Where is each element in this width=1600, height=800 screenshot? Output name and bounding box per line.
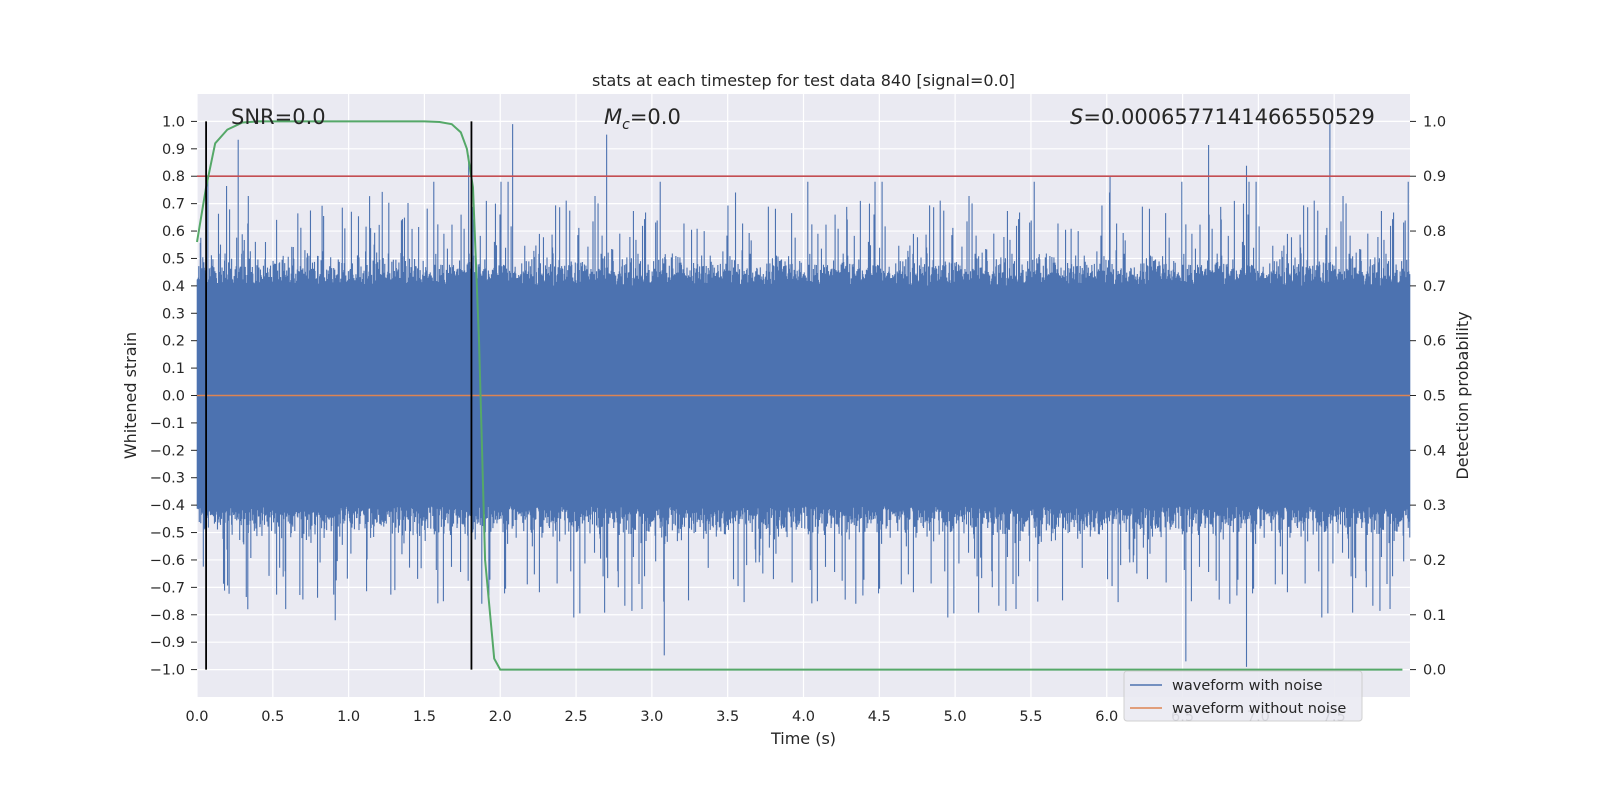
y-tick-label: −0.6: [150, 553, 185, 569]
x-tick-label: 6.0: [1095, 709, 1118, 725]
y2-tick-label: 0.1: [1423, 608, 1446, 624]
y2-tick-label: 0.2: [1423, 553, 1446, 569]
y-tick-label: −0.8: [150, 608, 185, 624]
noisy-waveform-core: [197, 321, 1410, 465]
s-symbol: S: [1070, 105, 1083, 129]
y-tick-label: −0.7: [150, 580, 185, 596]
x-tick-label: 0.0: [185, 709, 208, 725]
y-tick-label: −0.3: [150, 471, 185, 487]
y-tick-label: 0.1: [162, 361, 185, 377]
y-tick-label: 0.9: [162, 142, 185, 158]
y2-tick-label: 0.8: [1423, 224, 1446, 240]
y-axis-label: Whitened strain: [121, 332, 140, 459]
y2-tick-label: 1.0: [1423, 114, 1446, 130]
y-tick-label: −1.0: [150, 663, 185, 679]
snr-annotation: SNR=0.0: [231, 105, 326, 129]
vertical-markers: [205, 121, 473, 670]
y2-tick-label: 0.0: [1423, 663, 1446, 679]
y-axis-ticks: 1.0 0.9 0.8 0.7 0.6 0.5 0.4 0.3 0.2 0.1 0.0 −0.1 −0.…: [150, 114, 197, 679]
y-tick-label: 0.4: [162, 279, 185, 295]
s-annotation: S=0.0006577141466550529: [1070, 105, 1375, 129]
y2-tick-label: 0.5: [1423, 389, 1446, 405]
y2-tick-label: 0.4: [1423, 443, 1446, 459]
y-tick-label: −0.9: [150, 635, 185, 651]
y-tick-label: −0.5: [150, 526, 185, 542]
legend-box: [1123, 670, 1363, 722]
chart-title: stats at each timestep for test data 840…: [592, 71, 1015, 90]
y2-tick-label: 0.6: [1423, 334, 1446, 350]
legend-entry-clean: waveform without noise: [1172, 701, 1346, 717]
series-detection-probability: [196, 120, 1403, 671]
x-tick-label: 0.5: [261, 709, 284, 725]
x-tick-label: 3.5: [716, 709, 739, 725]
mc-subscript: c: [622, 117, 630, 133]
mc-value: =0.0: [630, 105, 681, 129]
x-axis-label: Time (s): [770, 729, 836, 748]
x-tick-label: 5.5: [1019, 709, 1042, 725]
mc-annotation: Mc=0.0: [604, 105, 681, 133]
y-tick-label: 0.6: [162, 224, 185, 240]
y2-axis-label: Detection probability: [1453, 311, 1472, 479]
x-tick-label: 4.5: [868, 709, 891, 725]
y-tick-label: 0.0: [162, 389, 185, 405]
x-tick-label: 1.0: [337, 709, 360, 725]
y-tick-label: −0.2: [150, 443, 185, 459]
y-tick-label: 0.7: [162, 197, 185, 213]
s-value: =0.0006577141466550529: [1083, 105, 1375, 129]
y-tick-label: 1.0: [162, 114, 185, 130]
y2-tick-label: 0.3: [1423, 498, 1446, 514]
x-tick-label: 2.0: [489, 709, 512, 725]
y-tick-label: 0.2: [162, 334, 185, 350]
x-tick-label: 1.5: [413, 709, 436, 725]
y-tick-label: 0.5: [162, 251, 185, 267]
y2-axis-ticks: 1.0 0.9 0.8 0.7 0.6 0.5 0.4 0.3 0.2 0.1 0.0: [1410, 114, 1446, 679]
y-tick-label: −0.1: [150, 416, 185, 432]
legend-entry-noisy: waveform with noise: [1172, 678, 1323, 694]
x-tick-label: 5.0: [944, 709, 967, 725]
x-tick-label: 2.5: [565, 709, 588, 725]
x-tick-label: 4.0: [792, 709, 815, 725]
y-tick-label: 0.3: [162, 306, 185, 322]
y-tick-label: 0.8: [162, 169, 185, 185]
series-waveform-with-noise: [196, 124, 1411, 667]
x-tick-label: 3.0: [640, 709, 663, 725]
y-tick-label: −0.4: [150, 498, 185, 514]
legend: waveform with noise waveform without noi…: [1123, 670, 1363, 722]
y2-tick-label: 0.7: [1423, 279, 1446, 295]
mc-symbol: M: [604, 105, 622, 129]
y2-tick-label: 0.9: [1423, 169, 1446, 185]
